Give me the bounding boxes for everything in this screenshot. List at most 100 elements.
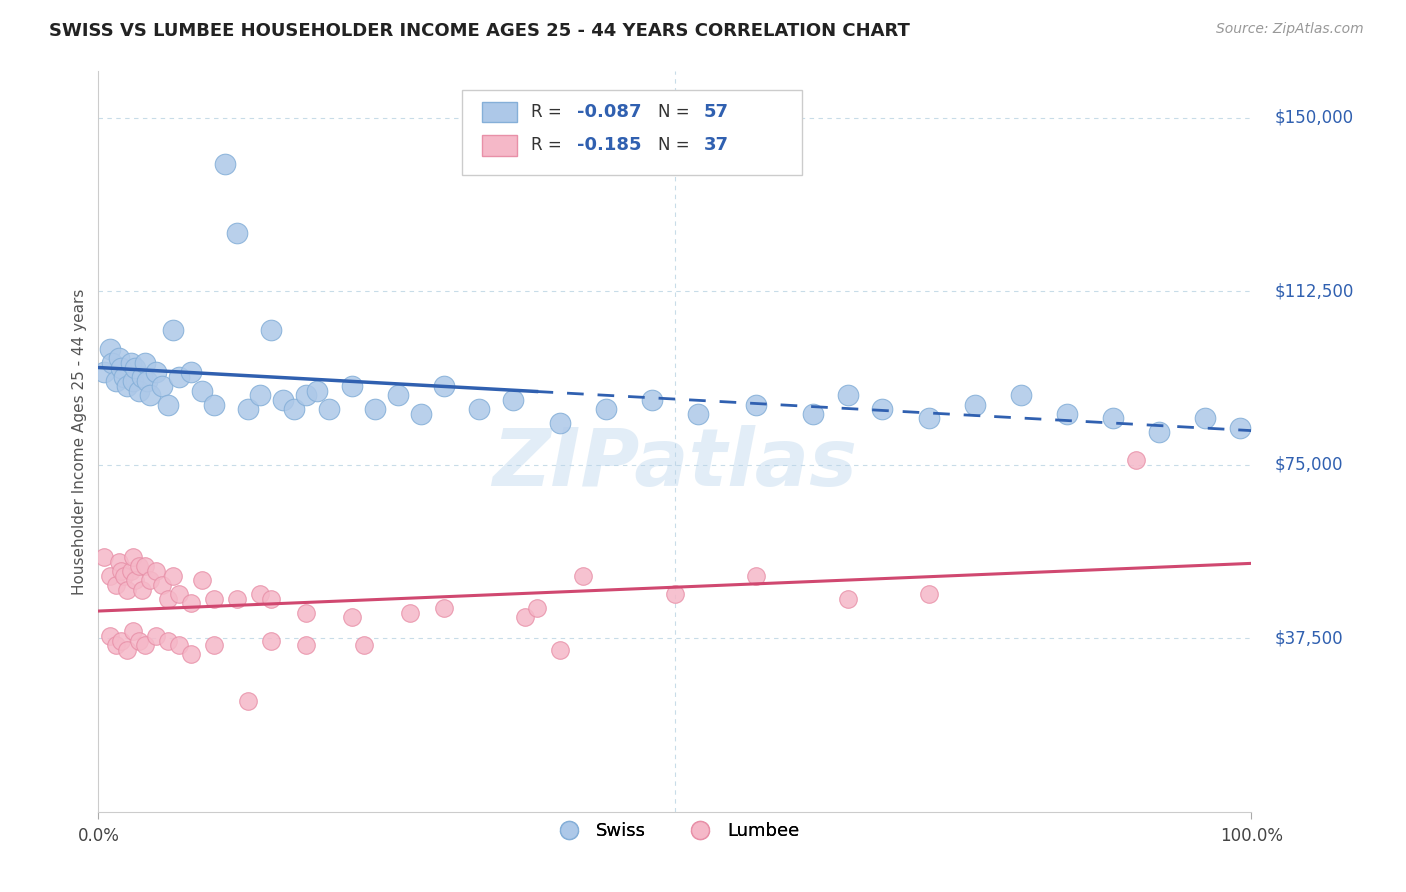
Text: R =: R = bbox=[531, 136, 567, 154]
Point bbox=[191, 384, 214, 398]
FancyBboxPatch shape bbox=[482, 102, 517, 122]
Point bbox=[145, 629, 167, 643]
Point bbox=[180, 365, 202, 379]
Point bbox=[260, 633, 283, 648]
Point bbox=[139, 388, 162, 402]
Point bbox=[167, 638, 190, 652]
Point bbox=[104, 578, 127, 592]
Point bbox=[295, 606, 318, 620]
Point bbox=[122, 375, 145, 389]
Point bbox=[134, 356, 156, 370]
Point bbox=[283, 402, 305, 417]
Point bbox=[1102, 411, 1125, 425]
Point bbox=[271, 392, 294, 407]
Text: -0.087: -0.087 bbox=[576, 103, 641, 121]
Point bbox=[249, 388, 271, 402]
Point bbox=[340, 379, 363, 393]
Point bbox=[122, 624, 145, 639]
Point bbox=[104, 375, 127, 389]
Point bbox=[202, 638, 225, 652]
Point bbox=[120, 356, 142, 370]
Point bbox=[225, 227, 247, 241]
Point bbox=[398, 606, 420, 620]
Point bbox=[1010, 388, 1032, 402]
Point bbox=[122, 550, 145, 565]
Point bbox=[202, 591, 225, 606]
Text: R =: R = bbox=[531, 103, 567, 121]
Point bbox=[595, 402, 617, 417]
Point bbox=[98, 629, 121, 643]
Point bbox=[93, 550, 115, 565]
Point bbox=[837, 591, 859, 606]
Point bbox=[110, 633, 132, 648]
Point bbox=[571, 568, 593, 582]
Point bbox=[225, 591, 247, 606]
Point bbox=[167, 369, 190, 384]
Point bbox=[150, 379, 173, 393]
Text: $112,500: $112,500 bbox=[1274, 282, 1354, 300]
Text: N =: N = bbox=[658, 136, 695, 154]
Point bbox=[353, 638, 375, 652]
Point bbox=[433, 379, 456, 393]
Text: 37: 37 bbox=[704, 136, 728, 154]
Text: $75,000: $75,000 bbox=[1274, 456, 1343, 474]
Point bbox=[411, 407, 433, 421]
Point bbox=[98, 342, 121, 356]
Point bbox=[145, 564, 167, 578]
Point bbox=[917, 411, 939, 425]
Point bbox=[318, 402, 340, 417]
Point bbox=[139, 574, 162, 588]
Point bbox=[110, 360, 132, 375]
Point bbox=[131, 369, 153, 384]
Point bbox=[156, 633, 179, 648]
Point bbox=[744, 568, 766, 582]
Point bbox=[307, 384, 329, 398]
Point bbox=[156, 398, 179, 412]
Point bbox=[128, 633, 150, 648]
Point bbox=[162, 568, 184, 582]
Point bbox=[1194, 411, 1216, 425]
Point bbox=[963, 398, 986, 412]
Point bbox=[295, 388, 318, 402]
FancyBboxPatch shape bbox=[482, 135, 517, 156]
Point bbox=[167, 587, 190, 601]
Point bbox=[98, 568, 121, 582]
Point bbox=[526, 601, 548, 615]
Point bbox=[502, 392, 524, 407]
Point bbox=[214, 157, 236, 171]
Point bbox=[134, 559, 156, 574]
Y-axis label: Householder Income Ages 25 - 44 years: Householder Income Ages 25 - 44 years bbox=[72, 288, 87, 595]
Point bbox=[124, 360, 146, 375]
FancyBboxPatch shape bbox=[461, 90, 801, 175]
Point bbox=[1125, 453, 1147, 467]
Point bbox=[1147, 425, 1170, 440]
Point bbox=[664, 587, 686, 601]
Text: N =: N = bbox=[658, 103, 695, 121]
Text: ZIPatlas: ZIPatlas bbox=[492, 425, 858, 503]
Text: 57: 57 bbox=[704, 103, 728, 121]
Text: -0.185: -0.185 bbox=[576, 136, 641, 154]
Point bbox=[260, 324, 283, 338]
Point bbox=[202, 398, 225, 412]
Point bbox=[101, 356, 124, 370]
Point bbox=[191, 574, 214, 588]
Point bbox=[108, 351, 131, 366]
Point bbox=[108, 555, 131, 569]
Point bbox=[260, 591, 283, 606]
Point bbox=[249, 587, 271, 601]
Text: Source: ZipAtlas.com: Source: ZipAtlas.com bbox=[1216, 22, 1364, 37]
Point bbox=[117, 642, 139, 657]
Point bbox=[468, 402, 491, 417]
Point bbox=[513, 610, 536, 624]
Point bbox=[112, 369, 135, 384]
Point bbox=[686, 407, 709, 421]
Point bbox=[238, 694, 260, 708]
Text: $37,500: $37,500 bbox=[1274, 629, 1343, 648]
Point bbox=[433, 601, 456, 615]
Point bbox=[364, 402, 387, 417]
Point bbox=[104, 638, 127, 652]
Point bbox=[117, 582, 139, 597]
Point bbox=[548, 416, 571, 430]
Point bbox=[120, 564, 142, 578]
Point bbox=[180, 648, 202, 662]
